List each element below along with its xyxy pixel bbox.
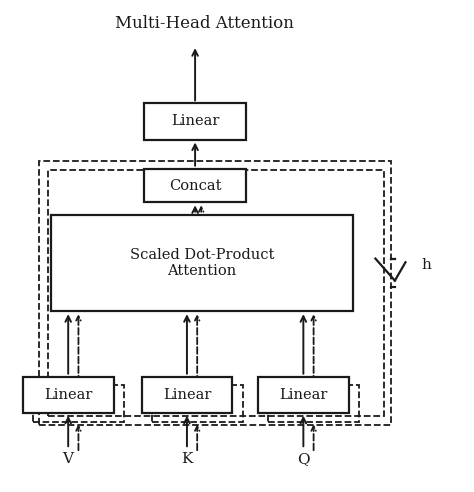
Bar bbox=[48, 170, 383, 416]
Text: h: h bbox=[421, 258, 431, 273]
Text: Multi-Head Attention: Multi-Head Attention bbox=[115, 15, 294, 32]
Text: Linear: Linear bbox=[163, 388, 211, 402]
Text: K: K bbox=[181, 452, 192, 466]
Bar bbox=[268, 385, 359, 422]
Text: Scaled Dot-Product
Attention: Scaled Dot-Product Attention bbox=[130, 248, 274, 278]
Bar bbox=[144, 169, 246, 203]
Bar bbox=[23, 376, 114, 413]
Bar bbox=[142, 376, 232, 413]
Text: Linear: Linear bbox=[279, 388, 328, 402]
Text: V: V bbox=[63, 452, 73, 466]
Text: Q: Q bbox=[297, 452, 310, 466]
Bar bbox=[51, 215, 354, 311]
Bar bbox=[144, 103, 246, 140]
Bar bbox=[258, 376, 349, 413]
Text: Linear: Linear bbox=[44, 388, 92, 402]
Bar bbox=[152, 385, 243, 422]
Bar bbox=[33, 385, 124, 422]
Text: Linear: Linear bbox=[171, 115, 219, 128]
Bar bbox=[39, 161, 391, 425]
Text: Concat: Concat bbox=[169, 179, 221, 192]
